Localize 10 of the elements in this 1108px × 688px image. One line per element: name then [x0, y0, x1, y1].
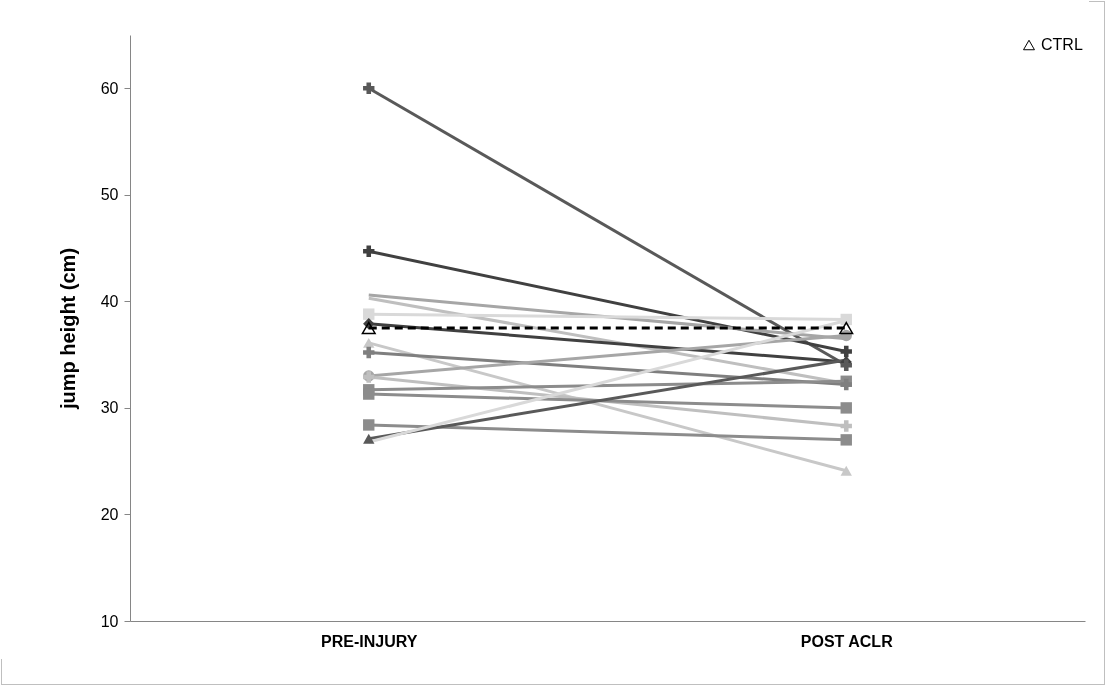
x-tick-label: POST ACLR [800, 632, 894, 650]
y-axis-title: jump height (cm) [56, 247, 79, 411]
y-tick-label: 50 [100, 186, 119, 204]
y-tick-label: 10 [100, 612, 119, 630]
y-tick-label: 40 [100, 292, 119, 310]
legend-label: CTRL [1041, 36, 1083, 53]
y-tick-label: 30 [100, 399, 119, 417]
y-tick-label: 60 [100, 79, 119, 97]
y-tick-label: 20 [100, 505, 119, 523]
x-tick-label: PRE-INJURY [321, 632, 418, 650]
